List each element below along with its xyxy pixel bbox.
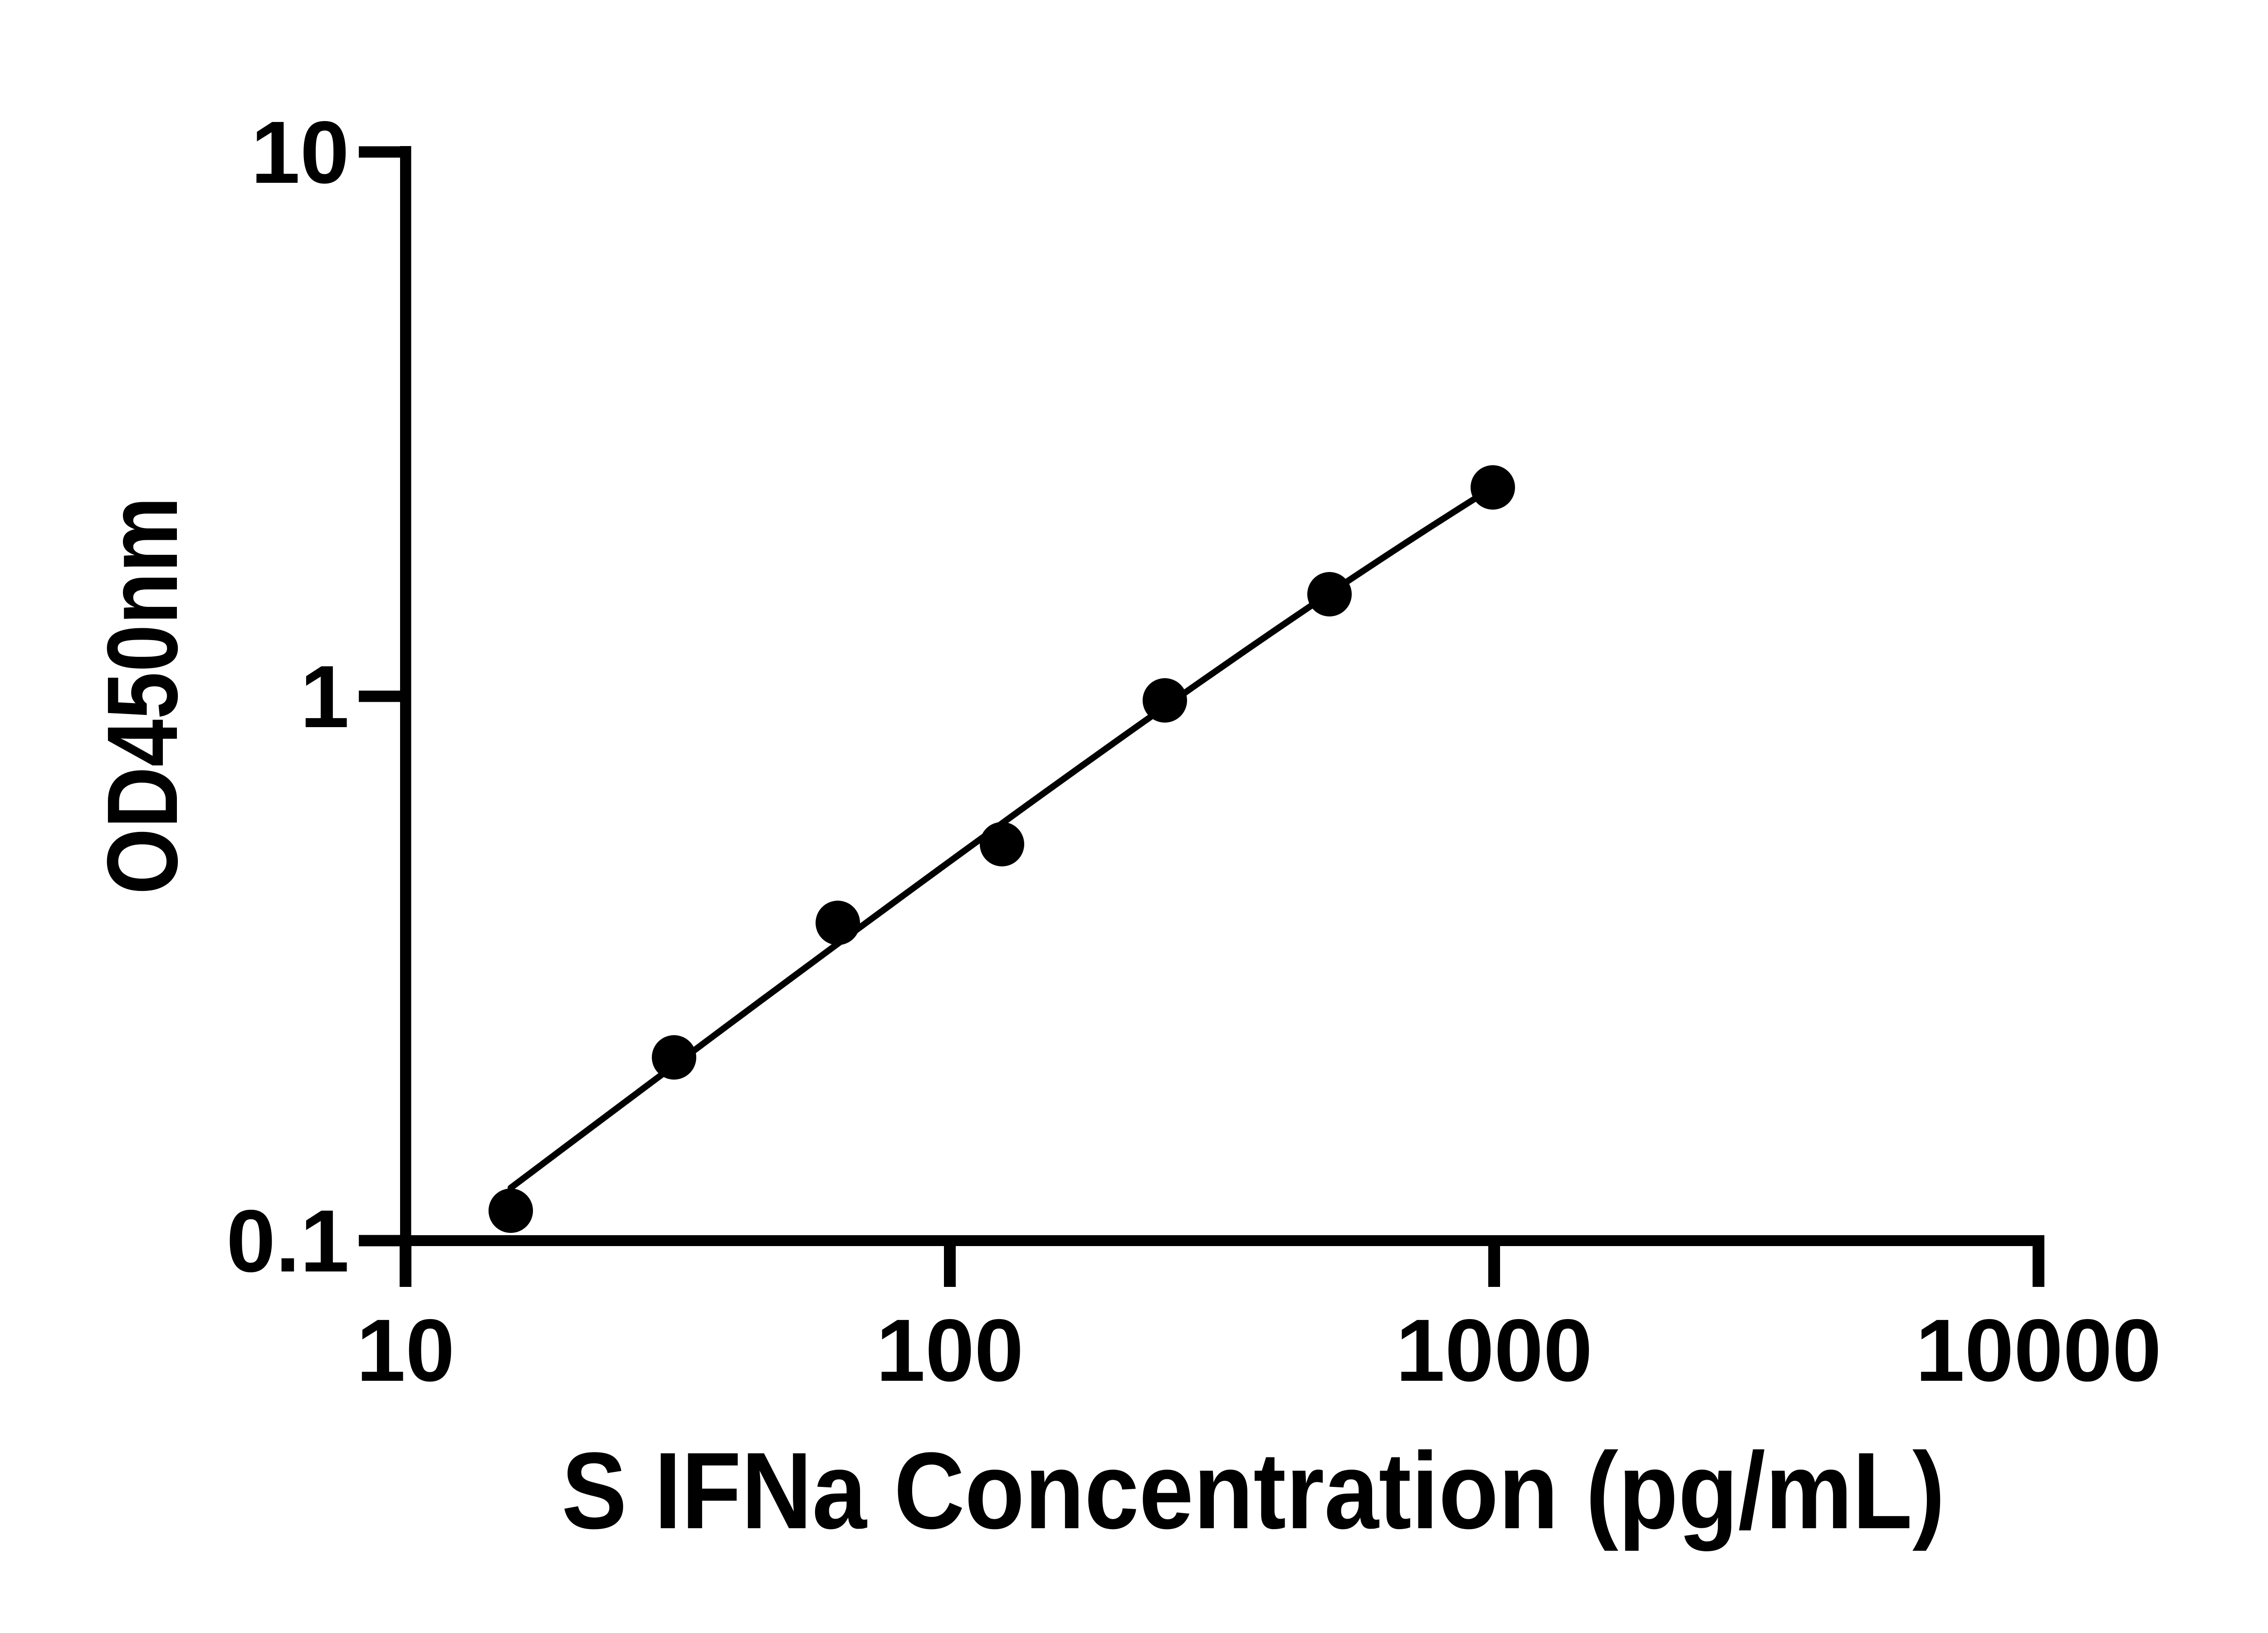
svg-text:100: 100 (876, 1301, 1023, 1400)
svg-text:1000: 1000 (1396, 1301, 1593, 1400)
svg-text:10: 10 (357, 1301, 455, 1400)
svg-text:1: 1 (300, 647, 349, 746)
svg-text:10: 10 (251, 103, 349, 202)
svg-text:S IFNa Concentration (pg/mL): S IFNa Concentration (pg/mL) (562, 1430, 1945, 1551)
svg-text:OD450nm: OD450nm (86, 497, 198, 895)
svg-text:10000: 10000 (1916, 1301, 2161, 1400)
svg-text:0.1: 0.1 (226, 1192, 349, 1291)
